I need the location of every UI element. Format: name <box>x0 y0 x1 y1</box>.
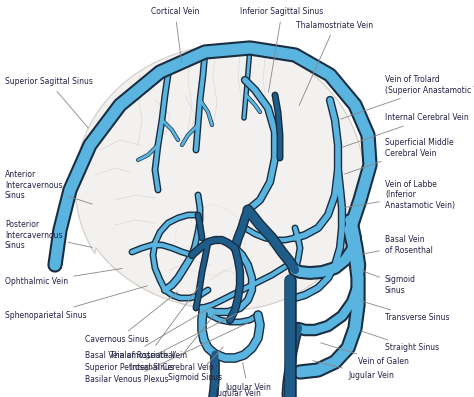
Text: Superior Petrosal Sinus: Superior Petrosal Sinus <box>85 313 237 372</box>
Text: Cavernous Sinus: Cavernous Sinus <box>85 292 178 345</box>
Text: Jugular Vein: Jugular Vein <box>313 360 394 380</box>
Text: Sigmoid Sinus: Sigmoid Sinus <box>168 347 223 382</box>
Polygon shape <box>75 45 365 310</box>
Text: Basal Vein
of Rosenthal: Basal Vein of Rosenthal <box>361 235 433 255</box>
Text: Sigmoid
Sinus: Sigmoid Sinus <box>363 271 416 295</box>
Text: Jugular Vein: Jugular Vein <box>215 385 261 397</box>
Text: Internal Cerebral Vein: Internal Cerebral Vein <box>130 312 216 372</box>
Text: Sphenoparietal Sinus: Sphenoparietal Sinus <box>5 286 147 320</box>
Text: Basal Vein of Rosenthal: Basal Vein of Rosenthal <box>85 306 213 360</box>
Text: Thalamostriate Vein: Thalamostriate Vein <box>296 21 374 106</box>
Text: Superficial Middle
Cerebral Vein: Superficial Middle Cerebral Vein <box>345 138 454 174</box>
Text: Vein of Galen: Vein of Galen <box>320 343 409 366</box>
Text: Internal Cerebral Vein: Internal Cerebral Vein <box>343 114 469 147</box>
Text: Inferior Sagittal Sinus: Inferior Sagittal Sinus <box>240 8 324 92</box>
Text: Vein of Labbe
(Inferior
Anastamotic Vein): Vein of Labbe (Inferior Anastamotic Vein… <box>345 180 455 210</box>
Text: Vein of Trolard
(Superior Anastamotic Vein): Vein of Trolard (Superior Anastamotic Ve… <box>341 75 474 119</box>
Text: Basilar Venous Plexus: Basilar Venous Plexus <box>85 323 247 385</box>
Text: Ophthalmic Vein: Ophthalmic Vein <box>5 268 122 287</box>
Text: Jugular Vein: Jugular Vein <box>225 363 271 393</box>
Text: Superior Sagittal Sinus: Superior Sagittal Sinus <box>5 77 93 128</box>
Text: Straight Sinus: Straight Sinus <box>361 331 439 353</box>
Text: Posterior
Intercavernous
Sinus: Posterior Intercavernous Sinus <box>5 220 92 250</box>
Text: Anterior
Intercavernous
Sinus: Anterior Intercavernous Sinus <box>5 170 92 204</box>
Text: Transverse Sinus: Transverse Sinus <box>361 301 449 322</box>
Text: Thalamostriate Vein: Thalamostriate Vein <box>110 287 198 360</box>
Text: Cortical Vein: Cortical Vein <box>151 8 199 62</box>
